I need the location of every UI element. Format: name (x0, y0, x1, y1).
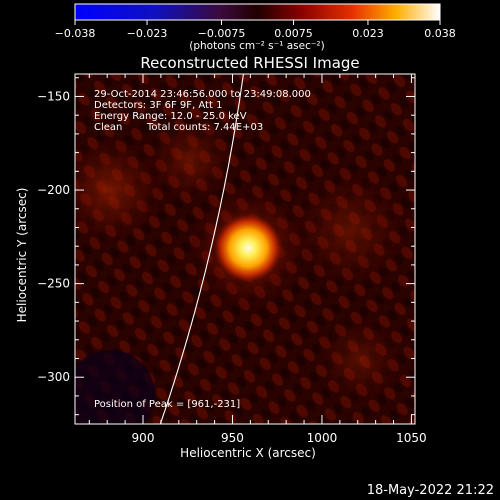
colorbar-tick-label: 0.038 (424, 27, 456, 40)
colorbar-ticks (74, 20, 441, 25)
dark-negative-patch (75, 350, 155, 424)
detectors-text: Detectors: 3F 6F 9F, Att 1 (94, 100, 222, 111)
secondary-emission-patch (75, 135, 165, 245)
secondary-emission-patch (315, 315, 405, 405)
colorbar-tick-label: −0.0075 (198, 27, 246, 40)
method-text: Clean (94, 122, 122, 133)
x-tick-label: 900 (132, 431, 155, 445)
plot-frame (74, 73, 416, 425)
x-tick-label: 1000 (307, 431, 338, 445)
y-tick-label: −300 (37, 370, 70, 384)
y-tick-label: −250 (37, 277, 70, 291)
energy-range-text: Energy Range: 12.0 - 25.0 keV (94, 111, 247, 122)
colorbar-tick-labels: −0.038 −0.023 −0.0075 0.0075 0.023 0.038 (55, 27, 456, 40)
colorbar-tick-label: 0.0075 (274, 27, 313, 40)
total-counts-text: Total counts: 7.44E+03 (146, 122, 263, 133)
chart-title: Reconstructed RHESSI Image (140, 54, 359, 72)
colorbar-tick-label: −0.038 (55, 27, 96, 40)
x-axis-label: Heliocentric X (arcsec) (180, 446, 316, 460)
x-tick-label: 950 (221, 431, 244, 445)
secondary-emission-patch (290, 170, 410, 290)
y-axis-ticks: −150 −200 −250 −300 (37, 77, 415, 416)
time-range-text: 29-Oct-2014 23:46:56.000 to 23:49:08.000 (94, 89, 311, 100)
secondary-emission-patch (145, 115, 235, 205)
colorbar-gradient (74, 3, 441, 21)
colorbar-unit-label: (photons cm⁻² s⁻¹ asec⁻²) (189, 40, 324, 52)
colorbar-tick-label: 0.023 (352, 27, 384, 40)
x-tick-label: 1050 (396, 431, 427, 445)
solar-limb (159, 74, 244, 424)
x-axis-ticks: 900 950 1000 1050 (88, 74, 427, 445)
flare-source (214, 214, 283, 283)
annotations: 29-Oct-2014 23:46:56.000 to 23:49:08.000… (94, 89, 311, 410)
colorbar-tick-label: −0.023 (127, 27, 168, 40)
peak-position-text: Position of Peak = [961,-231] (94, 399, 240, 410)
plot-image (75, 74, 415, 424)
y-axis-label: Heliocentric Y (arcsec) (15, 188, 29, 323)
footer-date: 18-May-2022 21:22 (367, 483, 494, 498)
colorbar: −0.038 −0.023 −0.0075 0.0075 0.023 0.038 (pho… (55, 3, 456, 52)
y-tick-label: −200 (37, 183, 70, 197)
y-tick-label: −150 (37, 89, 70, 103)
